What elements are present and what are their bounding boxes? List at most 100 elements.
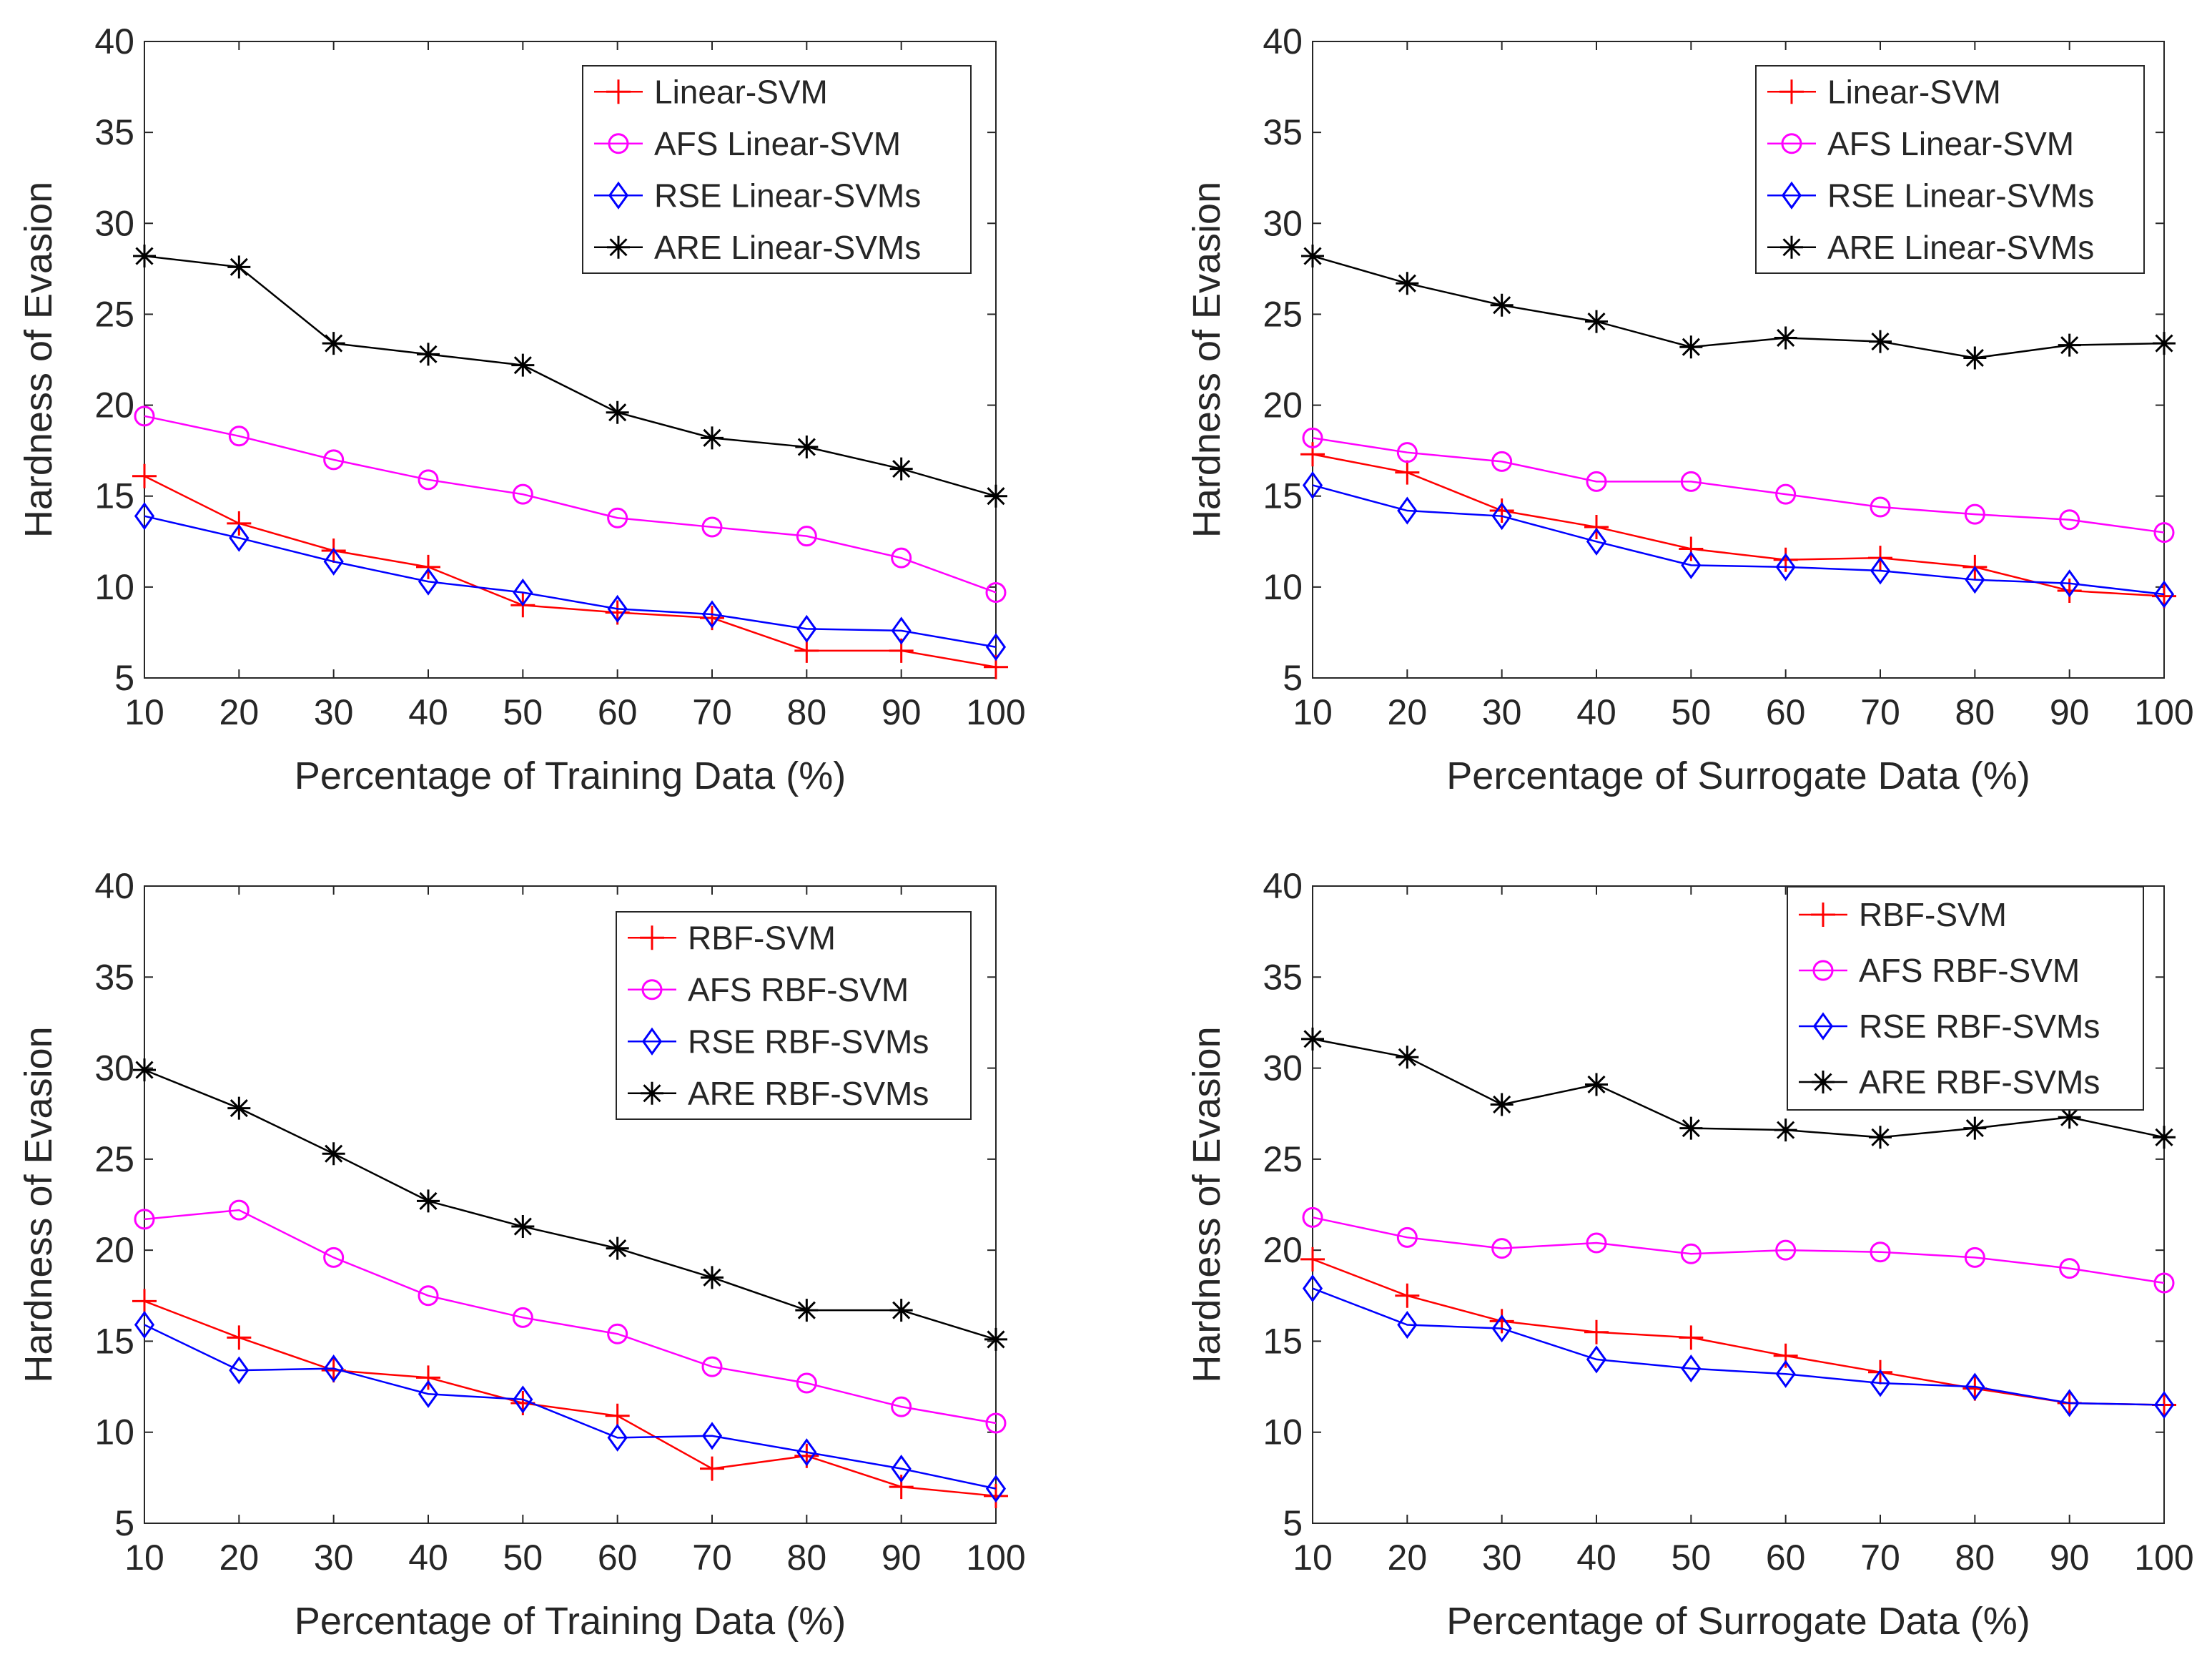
data-point-plus xyxy=(227,1325,252,1350)
x-tick-label: 60 xyxy=(598,692,638,732)
y-tick-label: 30 xyxy=(1263,203,1303,243)
legend-label: ARE Linear-SVMs xyxy=(1827,229,2094,266)
series-line xyxy=(1312,484,2165,596)
data-point-star xyxy=(606,400,629,424)
data-point-star xyxy=(984,484,1007,508)
series-rse-rbf-svms xyxy=(1302,1274,2175,1420)
legend-box xyxy=(1787,886,2144,1111)
y-tick-label: 40 xyxy=(94,866,134,906)
data-point-circle xyxy=(891,547,912,569)
data-point-plus xyxy=(1679,1325,1704,1350)
legend-marker-circle xyxy=(1812,960,1834,981)
data-point-plus xyxy=(132,463,157,488)
data-point-circle xyxy=(1964,1246,1985,1268)
y-tick-label: 25 xyxy=(94,1139,134,1179)
series-are-linear-svms xyxy=(133,245,1007,508)
x-tick-label: 20 xyxy=(1388,692,1428,732)
legend-marker-star xyxy=(641,1081,663,1105)
data-point-star xyxy=(1301,1027,1324,1051)
data-point-circle xyxy=(134,1209,155,1230)
x-tick-label: 90 xyxy=(882,1538,922,1578)
data-point-star xyxy=(1396,272,1419,295)
x-tick-label: 80 xyxy=(787,1538,827,1578)
data-point-circle xyxy=(985,581,1007,603)
x-tick-label: 10 xyxy=(1293,692,1333,732)
legend-marker-circle xyxy=(608,133,629,154)
data-point-diamond xyxy=(985,1475,1007,1503)
data-point-plus xyxy=(1395,1283,1420,1308)
x-tick-label: 100 xyxy=(966,692,1025,732)
data-point-diamond xyxy=(1775,553,1796,581)
data-point-star xyxy=(795,1299,819,1322)
x-tick-label: 80 xyxy=(1955,1538,1995,1578)
data-point-diamond xyxy=(607,1423,628,1452)
legend-marker-diamond xyxy=(608,181,629,210)
data-point-circle xyxy=(1586,471,1607,492)
series-are-rbf-svms xyxy=(133,1058,1007,1351)
data-point-circle xyxy=(2153,522,2175,544)
data-point-plus xyxy=(416,554,440,579)
data-point-circle xyxy=(701,1356,723,1377)
x-tick-label: 90 xyxy=(2050,692,2090,732)
y-axis-label: Hardness of Evasion xyxy=(17,1026,60,1382)
x-tick-label: 100 xyxy=(2134,692,2193,732)
legend-label: RSE Linear-SVMs xyxy=(1827,177,2094,214)
data-point-circle xyxy=(796,1372,817,1394)
legend-label: ARE Linear-SVMs xyxy=(654,229,921,266)
data-point-circle xyxy=(1964,503,1985,525)
x-tick-label: 60 xyxy=(598,1538,638,1578)
x-tick-label: 30 xyxy=(1482,692,1522,732)
y-tick-label: 15 xyxy=(1263,1321,1303,1361)
data-point-star xyxy=(1963,1116,1987,1140)
y-tick-label: 10 xyxy=(1263,1412,1303,1452)
legend-marker-diamond xyxy=(641,1027,663,1056)
legend-label: AFS RBF-SVM xyxy=(688,971,909,1008)
x-tick-label: 10 xyxy=(124,692,164,732)
legend-marker-diamond xyxy=(1812,1012,1834,1041)
data-point-diamond xyxy=(134,1310,155,1339)
data-point-star xyxy=(511,353,535,377)
x-axis-label: Percentage of Surrogate Data (%) xyxy=(1446,1600,2030,1643)
y-tick-label: 10 xyxy=(1263,567,1303,607)
data-point-diamond xyxy=(607,594,628,623)
data-point-star xyxy=(701,426,724,450)
data-point-star xyxy=(1679,1116,1703,1140)
series-line xyxy=(144,1209,997,1425)
data-point-plus xyxy=(227,511,252,536)
chart-panel-bottom-right: 10 20 30 40 50 60 70 80 90 100510152025303540Perc… xyxy=(1185,866,2194,1643)
data-point-star xyxy=(1869,1126,1892,1149)
x-tick-label: 50 xyxy=(503,692,543,732)
data-point-circle xyxy=(1680,471,1702,492)
series-line xyxy=(1312,453,2165,597)
series-afs-rbf-svm xyxy=(134,1199,1007,1434)
legend-label: AFS RBF-SVM xyxy=(1859,952,2080,989)
data-point-circle xyxy=(1775,483,1797,505)
data-point-circle xyxy=(2059,509,2080,531)
y-tick-label: 40 xyxy=(94,21,134,62)
legend: Linear-SVM AFS Linear-SVM RSE Linear-SVMs A… xyxy=(582,65,972,274)
data-point-diamond xyxy=(1397,496,1418,525)
x-tick-label: 50 xyxy=(1672,1538,1712,1578)
data-point-star xyxy=(701,1266,724,1289)
data-point-star xyxy=(1396,1046,1419,1069)
data-point-circle xyxy=(512,1307,533,1328)
data-point-circle xyxy=(607,1323,628,1344)
data-point-circle xyxy=(418,1285,439,1307)
data-point-star xyxy=(1774,1118,1797,1142)
series-are-linear-svms xyxy=(1301,245,2176,370)
x-tick-label: 90 xyxy=(2050,1538,2090,1578)
y-tick-label: 10 xyxy=(94,567,134,607)
legend: Linear-SVM AFS Linear-SVM RSE Linear-SVMs A… xyxy=(1755,65,2145,274)
data-point-diamond xyxy=(1965,566,1985,594)
data-point-star xyxy=(322,1142,345,1166)
y-tick-label: 35 xyxy=(94,957,134,997)
x-tick-label: 70 xyxy=(1860,1538,1900,1578)
y-tick-label: 25 xyxy=(1263,294,1303,334)
x-tick-label: 70 xyxy=(692,692,732,732)
legend-marker-plus xyxy=(1779,79,1804,104)
y-tick-label: 40 xyxy=(1263,866,1303,906)
data-point-diamond xyxy=(1302,1274,1323,1303)
legend-label: Linear-SVM xyxy=(1827,73,2001,110)
data-point-circle xyxy=(891,1396,912,1417)
data-point-diamond xyxy=(2153,1390,2175,1420)
